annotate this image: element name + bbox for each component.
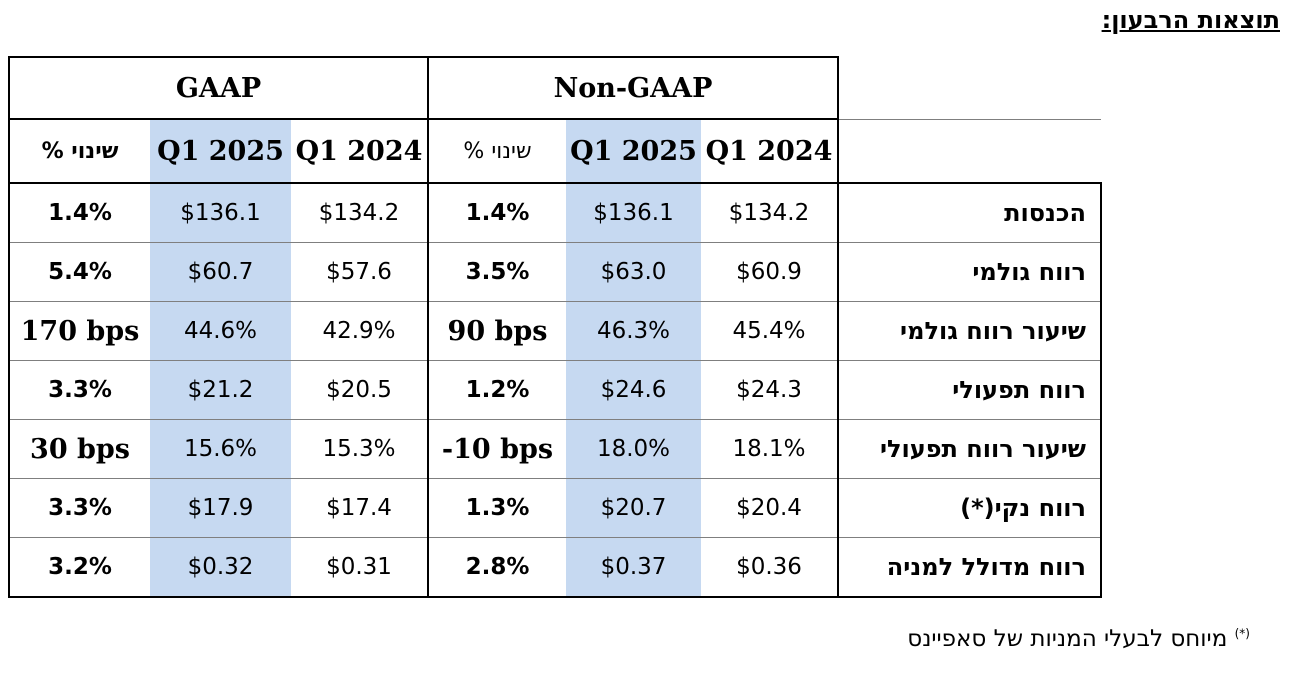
footnote: (*) מיוחס לבעלי המניות של סאפיינס <box>907 626 1250 652</box>
gaap-q1-2024-cell: $0.31 <box>291 537 429 598</box>
non-gaap-q1-2025-cell: $136.1 <box>566 183 701 243</box>
gaap-change-cell: 3.3% <box>8 360 150 420</box>
gaap-change-cell: 3.3% <box>8 478 150 538</box>
row-label: שיעור רווח תפעולי <box>838 419 1102 479</box>
non-gaap-q1-2025-cell: $0.37 <box>566 537 701 598</box>
gaap-q1-2025-header: Q1 2025 <box>150 119 291 184</box>
gaap-group-header: GAAP <box>8 56 429 120</box>
non-gaap-q1-2024-cell: 45.4% <box>701 301 839 361</box>
gaap-q1-2025-cell: $0.32 <box>150 537 291 598</box>
gaap-q1-2024-cell: 42.9% <box>291 301 429 361</box>
row-label: הכנסות <box>838 183 1102 243</box>
gaap-q1-2024-cell: $20.5 <box>291 360 429 420</box>
label-column-header <box>838 119 1101 184</box>
non-gaap-change-cell: 2.8% <box>428 537 566 598</box>
row-label: רווח גולמי <box>838 242 1102 302</box>
gaap-q1-2024-cell: $134.2 <box>291 183 429 243</box>
quarterly-results-table: GAAP Non-GAAP % שינוי Q1 2025 Q1 2024 % … <box>8 56 1102 598</box>
row-label: רווח נקי(*) <box>838 478 1102 538</box>
gaap-change-cell: 170 bps <box>8 301 150 361</box>
non-gaap-q1-2024-cell: $24.3 <box>701 360 839 420</box>
non-gaap-change-cell: 1.3% <box>428 478 566 538</box>
non-gaap-q1-2025-cell: $24.6 <box>566 360 701 420</box>
gaap-change-header: % שינוי <box>8 119 150 184</box>
non-gaap-change-cell: -10 bps <box>428 419 566 479</box>
table-row: 30 bps 15.6% 15.3% -10 bps 18.0% 18.1% ש… <box>8 419 1102 479</box>
non-gaap-q1-2024-header: Q1 2024 <box>701 119 839 184</box>
non-gaap-q1-2024-cell: $20.4 <box>701 478 839 538</box>
row-label: רווח מדולל למניה <box>838 537 1102 598</box>
non-gaap-q1-2024-cell: $134.2 <box>701 183 839 243</box>
non-gaap-change-cell: 3.5% <box>428 242 566 302</box>
gaap-q1-2025-cell: $60.7 <box>150 242 291 302</box>
non-gaap-q1-2025-header: Q1 2025 <box>566 119 701 184</box>
table-row: 3.3% $21.2 $20.5 1.2% $24.6 $24.3 רווח ת… <box>8 360 1102 420</box>
row-label: שיעור רווח גולמי <box>838 301 1102 361</box>
non-gaap-change-cell: 1.2% <box>428 360 566 420</box>
page-title: תוצאות הרבעון: <box>1101 6 1280 34</box>
non-gaap-q1-2024-cell: $0.36 <box>701 537 839 598</box>
column-header-row: % שינוי Q1 2025 Q1 2024 % שינוי Q1 2025 … <box>8 119 1101 184</box>
gaap-q1-2025-cell: 44.6% <box>150 301 291 361</box>
gaap-q1-2024-cell: $17.4 <box>291 478 429 538</box>
gaap-change-cell: 1.4% <box>8 183 150 243</box>
non-gaap-change-cell: 1.4% <box>428 183 566 243</box>
gaap-q1-2025-cell: $17.9 <box>150 478 291 538</box>
gaap-change-cell: 3.2% <box>8 537 150 598</box>
non-gaap-q1-2025-cell: 18.0% <box>566 419 701 479</box>
table-row: 5.4% $60.7 $57.6 3.5% $63.0 $60.9 רווח ג… <box>8 242 1102 302</box>
empty-corner-cell <box>838 57 1101 120</box>
gaap-q1-2024-cell: 15.3% <box>291 419 429 479</box>
non-gaap-q1-2025-cell: $20.7 <box>566 478 701 538</box>
non-gaap-q1-2025-cell: $63.0 <box>566 242 701 302</box>
gaap-q1-2024-header: Q1 2024 <box>291 119 429 184</box>
table-row: 3.3% $17.9 $17.4 1.3% $20.7 $20.4 רווח נ… <box>8 478 1102 538</box>
non-gaap-q1-2024-cell: $60.9 <box>701 242 839 302</box>
gaap-q1-2025-cell: $136.1 <box>150 183 291 243</box>
group-header-row: GAAP Non-GAAP <box>8 56 1101 120</box>
table-row: 3.2% $0.32 $0.31 2.8% $0.37 $0.36 רווח מ… <box>8 537 1102 598</box>
table-row: 1.4% $136.1 $134.2 1.4% $136.1 $134.2 הכ… <box>8 183 1102 243</box>
table-row: 170 bps 44.6% 42.9% 90 bps 46.3% 45.4% ש… <box>8 301 1102 361</box>
footnote-text: מיוחס לבעלי המניות של סאפיינס <box>907 626 1228 652</box>
non-gaap-q1-2024-cell: 18.1% <box>701 419 839 479</box>
gaap-q1-2024-cell: $57.6 <box>291 242 429 302</box>
non-gaap-q1-2025-cell: 46.3% <box>566 301 701 361</box>
footnote-mark: (*) <box>1234 626 1250 641</box>
non-gaap-change-cell: 90 bps <box>428 301 566 361</box>
gaap-change-cell: 5.4% <box>8 242 150 302</box>
non-gaap-group-header: Non-GAAP <box>428 56 839 120</box>
gaap-q1-2025-cell: 15.6% <box>150 419 291 479</box>
gaap-q1-2025-cell: $21.2 <box>150 360 291 420</box>
non-gaap-change-header: % שינוי <box>428 119 566 184</box>
row-label: רווח תפעולי <box>838 360 1102 420</box>
gaap-change-cell: 30 bps <box>8 419 150 479</box>
